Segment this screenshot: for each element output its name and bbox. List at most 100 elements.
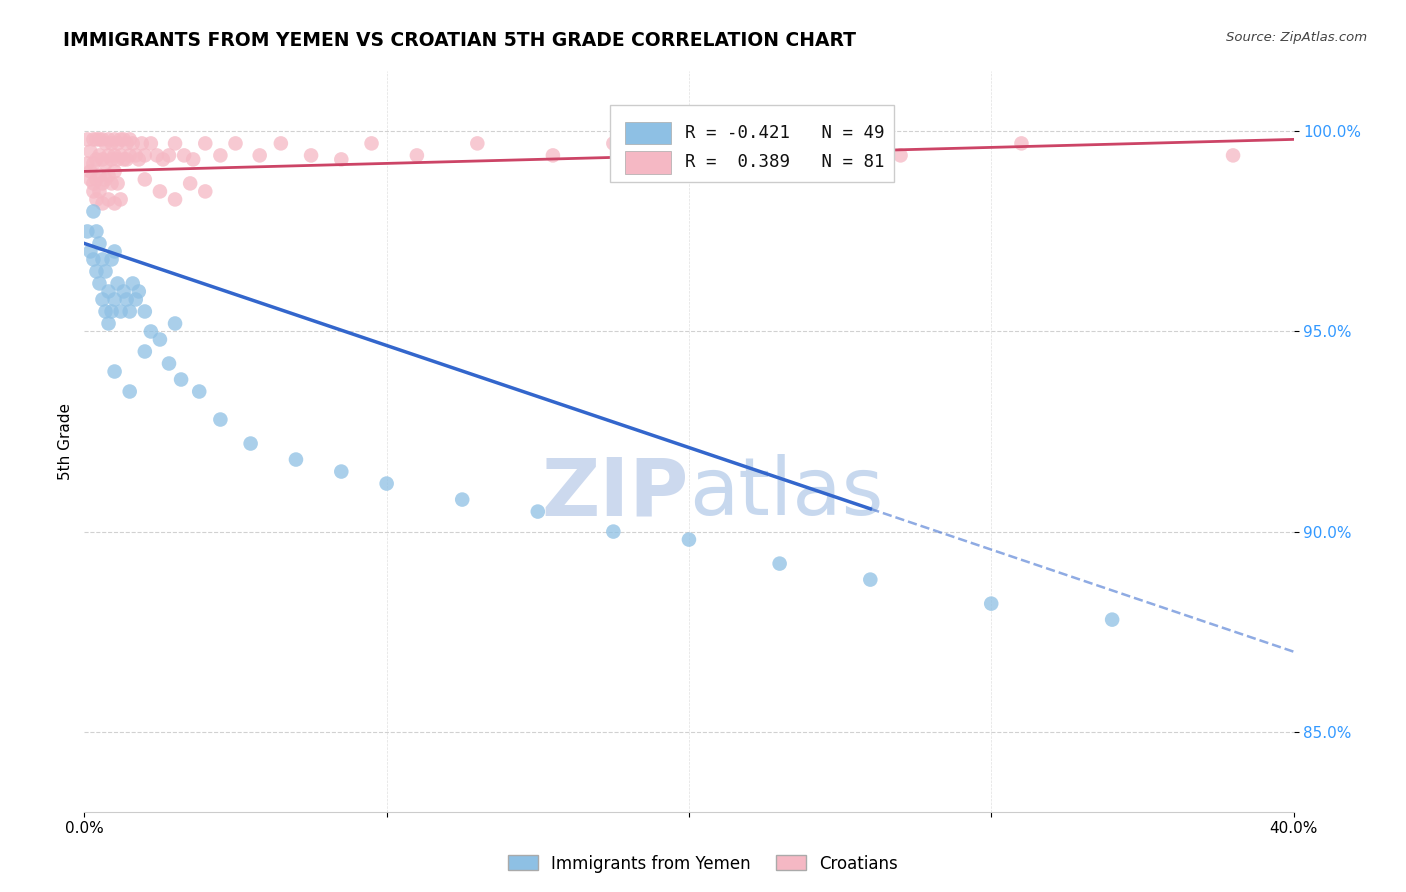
Point xyxy=(181,153,204,167)
Point xyxy=(115,153,138,167)
Point xyxy=(678,148,700,162)
Point xyxy=(173,148,195,162)
Point xyxy=(82,177,104,191)
Point xyxy=(146,148,169,162)
Point xyxy=(330,153,353,167)
Point xyxy=(79,244,101,259)
Point xyxy=(118,384,141,399)
Point xyxy=(270,136,292,151)
Point xyxy=(82,156,104,170)
Point xyxy=(118,304,141,318)
Point xyxy=(157,357,180,371)
Point xyxy=(467,136,489,151)
Point xyxy=(104,293,127,307)
Point xyxy=(76,224,98,238)
Point xyxy=(91,196,114,211)
Point xyxy=(104,148,127,162)
Point xyxy=(107,177,129,191)
Point xyxy=(1011,136,1033,151)
Point xyxy=(285,452,308,467)
Point xyxy=(375,476,398,491)
Point xyxy=(94,304,117,318)
Point xyxy=(134,172,156,186)
Point xyxy=(104,196,127,211)
Point xyxy=(239,436,262,450)
Point xyxy=(170,372,193,386)
Point xyxy=(97,317,120,331)
Point xyxy=(149,333,172,347)
Point xyxy=(79,172,101,186)
Point xyxy=(94,136,117,151)
Point xyxy=(225,136,247,151)
FancyBboxPatch shape xyxy=(610,104,894,183)
Point xyxy=(149,185,172,199)
Point xyxy=(125,293,148,307)
Point xyxy=(97,193,120,207)
Point xyxy=(134,148,156,162)
Point xyxy=(128,285,150,299)
Point xyxy=(527,505,550,519)
Point xyxy=(194,136,217,151)
Point xyxy=(86,132,108,146)
Point xyxy=(97,132,120,146)
Point xyxy=(100,304,122,318)
Point xyxy=(1222,148,1244,162)
Point xyxy=(112,153,135,167)
Point xyxy=(602,524,624,539)
Point xyxy=(82,185,104,199)
Point xyxy=(97,285,120,299)
Point xyxy=(165,136,187,151)
Point xyxy=(330,465,353,479)
Point xyxy=(115,293,138,307)
Point xyxy=(104,132,127,146)
Point xyxy=(188,384,211,399)
Point xyxy=(86,153,108,167)
Point xyxy=(121,136,143,151)
Point xyxy=(91,252,114,267)
Point xyxy=(110,304,132,318)
Point xyxy=(152,153,174,167)
Point xyxy=(100,136,122,151)
Y-axis label: 5th Grade: 5th Grade xyxy=(58,403,73,480)
Point xyxy=(139,136,162,151)
Point xyxy=(112,285,135,299)
Point xyxy=(104,364,127,378)
Point xyxy=(94,156,117,170)
Point xyxy=(131,136,153,151)
Point xyxy=(82,132,104,146)
Point xyxy=(194,185,217,199)
Point xyxy=(89,169,111,183)
Point xyxy=(86,193,108,207)
Point xyxy=(89,148,111,162)
Text: ZIP: ZIP xyxy=(541,454,689,533)
Point xyxy=(406,148,429,162)
Point xyxy=(91,132,114,146)
Point xyxy=(134,344,156,359)
Point xyxy=(110,193,132,207)
Point xyxy=(799,132,821,146)
Point xyxy=(209,148,232,162)
Point xyxy=(125,148,148,162)
Point xyxy=(118,132,141,146)
Point xyxy=(165,193,187,207)
Point xyxy=(859,573,882,587)
Point xyxy=(94,172,117,186)
Text: Source: ZipAtlas.com: Source: ZipAtlas.com xyxy=(1226,31,1367,45)
Point xyxy=(79,164,101,178)
Point xyxy=(89,132,111,146)
Point xyxy=(100,252,122,267)
Point xyxy=(82,252,104,267)
Point xyxy=(89,185,111,199)
Point xyxy=(104,164,127,178)
Point xyxy=(890,148,912,162)
Point xyxy=(107,153,129,167)
Point xyxy=(86,172,108,186)
Point xyxy=(134,304,156,318)
Point xyxy=(118,148,141,162)
Point xyxy=(451,492,474,507)
Point xyxy=(179,177,201,191)
Text: atlas: atlas xyxy=(689,454,883,533)
Point xyxy=(89,236,111,251)
Point xyxy=(121,277,143,291)
Point xyxy=(79,145,101,159)
